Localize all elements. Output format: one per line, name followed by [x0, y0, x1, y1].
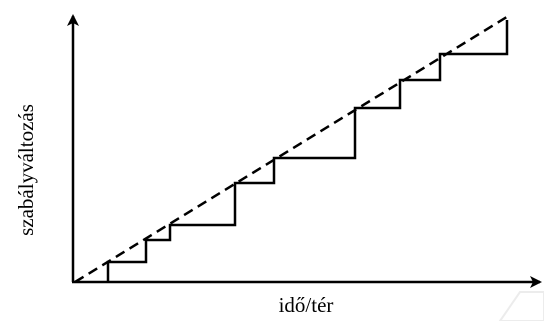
watermark-shape — [498, 291, 544, 321]
y-axis-label: szabályváltozás — [14, 104, 38, 236]
trend-dashed-line — [74, 13, 511, 284]
x-axis-label: idő/tér — [279, 293, 334, 317]
step-line — [106, 20, 509, 282]
